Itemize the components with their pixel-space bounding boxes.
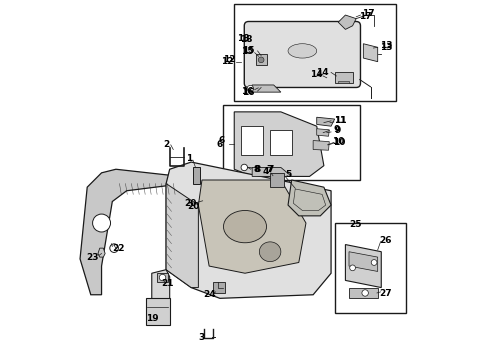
Text: 18: 18 [240, 35, 252, 44]
Text: 15: 15 [243, 46, 255, 55]
Polygon shape [234, 112, 324, 176]
Text: 17: 17 [363, 9, 375, 18]
Text: 25: 25 [349, 220, 362, 229]
Text: 16: 16 [241, 86, 253, 95]
Circle shape [362, 290, 368, 296]
Text: 6: 6 [219, 136, 225, 145]
Bar [335, 223, 406, 313]
Text: 20: 20 [187, 202, 199, 211]
Polygon shape [252, 167, 292, 176]
Ellipse shape [288, 44, 317, 58]
Polygon shape [193, 167, 200, 184]
Polygon shape [152, 270, 170, 313]
Circle shape [371, 260, 377, 265]
Polygon shape [166, 184, 198, 288]
Text: 5: 5 [285, 170, 291, 179]
Polygon shape [252, 85, 281, 92]
Polygon shape [349, 252, 378, 271]
Bar [234, 4, 395, 101]
Text: 14: 14 [310, 71, 323, 80]
Text: 11: 11 [335, 116, 347, 125]
Text: 14: 14 [316, 68, 328, 77]
Text: 22: 22 [113, 244, 125, 253]
Text: 24: 24 [203, 290, 216, 299]
Text: 8: 8 [254, 166, 260, 175]
Text: 18: 18 [237, 34, 249, 43]
Bar [223, 105, 360, 180]
Text: 15: 15 [241, 47, 253, 56]
Polygon shape [317, 117, 335, 126]
Text: 4: 4 [263, 167, 269, 176]
Text: 7: 7 [267, 165, 273, 174]
Text: 9: 9 [334, 126, 341, 135]
Polygon shape [338, 81, 349, 83]
Polygon shape [166, 162, 331, 298]
Text: 8: 8 [254, 165, 261, 174]
Circle shape [241, 164, 247, 171]
Text: 11: 11 [334, 116, 346, 125]
Text: 9: 9 [333, 125, 340, 134]
Circle shape [247, 85, 254, 92]
Text: 7: 7 [266, 166, 272, 175]
Polygon shape [364, 44, 378, 62]
Text: 12: 12 [221, 57, 233, 66]
Text: 26: 26 [380, 237, 392, 246]
Text: 20: 20 [184, 199, 196, 208]
Polygon shape [338, 15, 356, 30]
Polygon shape [198, 180, 306, 273]
Ellipse shape [223, 211, 267, 243]
Text: 27: 27 [380, 289, 392, 298]
Text: 2: 2 [163, 140, 169, 149]
Text: 10: 10 [333, 138, 345, 147]
FancyBboxPatch shape [245, 22, 361, 87]
Circle shape [93, 214, 111, 232]
Text: 6: 6 [217, 140, 223, 149]
Polygon shape [317, 129, 329, 136]
Text: 12: 12 [222, 55, 235, 64]
Ellipse shape [259, 242, 281, 262]
Text: 19: 19 [147, 314, 159, 323]
Text: 23: 23 [86, 253, 99, 262]
Polygon shape [270, 173, 285, 187]
Polygon shape [345, 244, 381, 288]
Text: 17: 17 [359, 12, 371, 21]
Polygon shape [335, 72, 353, 83]
Circle shape [159, 274, 166, 281]
Circle shape [110, 244, 119, 252]
Polygon shape [313, 140, 329, 150]
Polygon shape [80, 169, 184, 295]
Text: 10: 10 [332, 137, 344, 146]
Text: 13: 13 [380, 41, 393, 50]
Circle shape [258, 57, 264, 63]
Circle shape [350, 265, 355, 271]
Polygon shape [349, 288, 378, 298]
Polygon shape [270, 130, 292, 155]
Bar [147, 298, 170, 325]
Polygon shape [213, 282, 225, 293]
Polygon shape [288, 180, 331, 216]
Text: 16: 16 [243, 87, 255, 96]
Text: 13: 13 [380, 43, 392, 52]
Polygon shape [242, 126, 263, 155]
Text: 21: 21 [161, 279, 173, 288]
Polygon shape [256, 54, 267, 65]
Polygon shape [98, 248, 105, 257]
Polygon shape [157, 273, 168, 282]
Text: 1: 1 [186, 154, 193, 163]
Text: 3: 3 [198, 333, 204, 342]
